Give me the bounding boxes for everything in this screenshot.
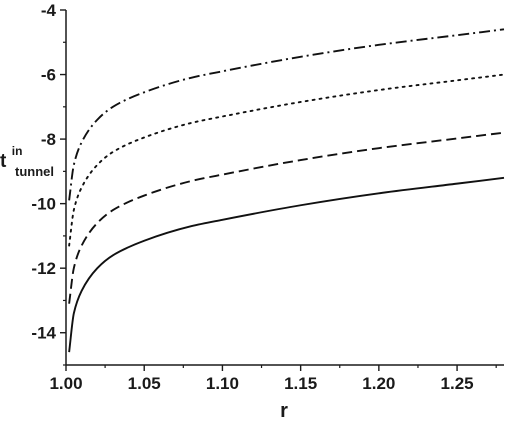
y-axis-ticks: -14 -12 -10 -8 -6 -4 [31, 1, 66, 366]
x-tick-label: 1.25 [441, 374, 474, 393]
x-tick-label: 1.05 [128, 374, 161, 393]
x-axis-label: r [280, 400, 288, 422]
x-axis-ticks: 1.00 1.05 1.10 1.15 1.20 1.25 [49, 365, 497, 393]
x-tick-label: 1.00 [49, 374, 82, 393]
y-tick-label: -6 [41, 66, 56, 85]
y-tick-label: -12 [31, 259, 56, 278]
x-tick-label: 1.15 [284, 374, 317, 393]
x-tick-label: 1.10 [206, 374, 239, 393]
y-tick-label: -14 [31, 324, 56, 343]
y-tick-label: -4 [41, 1, 57, 20]
y-tick-label: -8 [41, 130, 56, 149]
series-line-dash-dot [68, 28, 505, 201]
y-axis-label-main: t [0, 151, 7, 172]
series-layer [68, 28, 505, 353]
y-axis-label-superscript: in [12, 144, 23, 158]
plot-frame [65, 10, 504, 366]
y-axis-label: t in tunnel [0, 142, 54, 179]
y-tick-label: -10 [31, 195, 56, 214]
series-line-solid [68, 176, 505, 353]
y-axis-label-subscript: tunnel [15, 164, 54, 179]
x-tick-label: 1.20 [362, 374, 395, 393]
series-line-dotted [68, 73, 505, 247]
series-line-dashed [68, 131, 505, 304]
